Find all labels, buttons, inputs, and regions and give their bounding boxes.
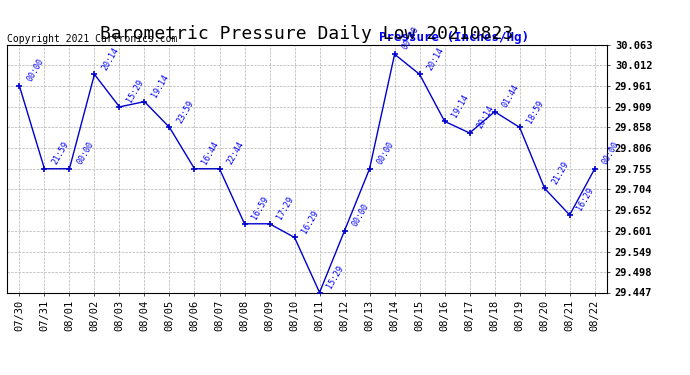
Text: 21:59: 21:59: [50, 140, 70, 166]
Text: 19:14: 19:14: [150, 73, 170, 99]
Text: 16:29: 16:29: [300, 209, 320, 235]
Text: 16:59: 16:59: [250, 195, 270, 221]
Text: 00:00: 00:00: [75, 140, 95, 166]
Text: Copyright 2021 Cartronics.com: Copyright 2021 Cartronics.com: [7, 34, 177, 44]
Text: 15:29: 15:29: [125, 78, 146, 104]
Title: Barometric Pressure Daily Low 20210823: Barometric Pressure Daily Low 20210823: [101, 26, 513, 44]
Text: 20:14: 20:14: [475, 104, 495, 130]
Text: Pressure (Inches/Hg): Pressure (Inches/Hg): [379, 31, 529, 44]
Text: 16:29: 16:29: [575, 186, 595, 212]
Text: 00:00: 00:00: [25, 57, 46, 83]
Text: 15:29: 15:29: [325, 264, 346, 290]
Text: 23:59: 23:59: [175, 99, 195, 124]
Text: 21:29: 21:29: [550, 159, 571, 186]
Text: 20:14: 20:14: [425, 45, 446, 72]
Text: 18:59: 18:59: [525, 99, 546, 124]
Text: 19:14: 19:14: [450, 92, 471, 118]
Text: 00:00: 00:00: [350, 202, 371, 228]
Text: 16:44: 16:44: [200, 140, 220, 166]
Text: 00:00: 00:00: [400, 26, 420, 51]
Text: 22:44: 22:44: [225, 140, 246, 166]
Text: 17:29: 17:29: [275, 195, 295, 221]
Text: 01:44: 01:44: [500, 83, 520, 109]
Text: 20:14: 20:14: [100, 45, 120, 72]
Text: 00:00: 00:00: [375, 140, 395, 166]
Text: 00:00: 00:00: [600, 140, 620, 166]
